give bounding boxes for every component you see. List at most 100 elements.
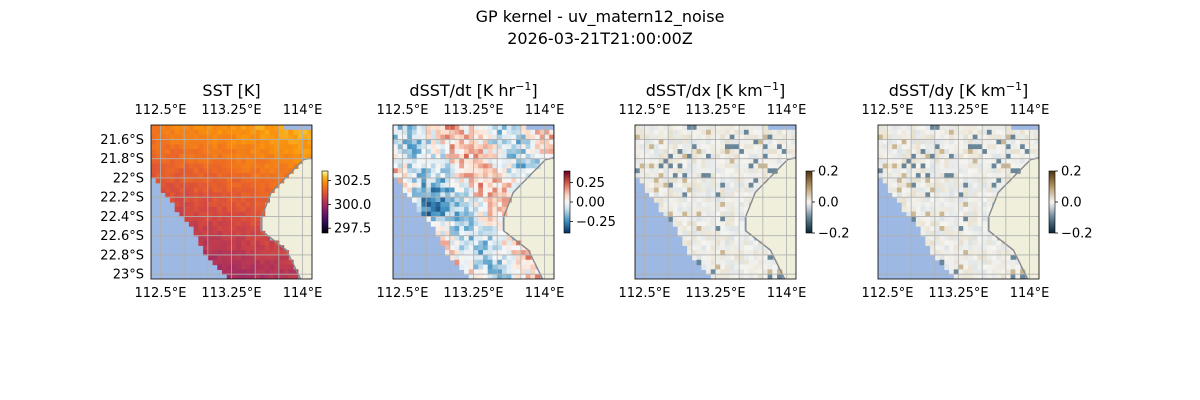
data-cell [777,144,783,150]
data-cell [748,250,754,256]
data-cell [468,158,475,165]
data-cell [222,202,228,208]
data-cell [231,264,237,270]
data-cell [635,139,641,145]
data-cell [953,235,960,242]
data-cell [944,202,950,208]
data-cell [972,173,979,179]
data-cell [944,250,950,256]
data-cell [715,163,721,169]
data-cell [710,235,717,242]
data-cell [264,129,270,136]
data-cell [416,192,423,198]
data-cell [278,129,285,136]
data-cell [245,139,252,145]
data-cell [411,134,418,141]
data-cell [445,158,451,165]
data-cell [278,158,285,165]
data-cell [397,129,404,136]
data-cell [482,254,489,261]
data-cell [179,192,185,198]
data-cell [482,206,489,213]
data-cell [226,221,233,227]
data-cell [958,264,964,270]
data-cell [468,173,475,179]
data-cell [520,245,527,251]
data-cell [421,153,427,160]
data-cell [882,153,889,160]
data-cell [482,202,489,208]
data-cell [958,134,964,141]
data-cell [967,230,974,237]
data-cell [516,254,522,261]
data-cell [715,230,721,237]
data-cell [497,129,503,136]
data-cell [402,177,408,184]
data-cell [996,269,1002,275]
data-cell [729,226,736,232]
data-cell [506,187,512,193]
data-cell [501,177,508,184]
data-cell [174,197,181,203]
data-cell [911,187,917,193]
data-cell [506,158,512,165]
subplot-sst: SST [K]112.5°E112.5°E113.25°E113.25°E114… [100,81,371,301]
data-cell [972,221,979,227]
data-cell [729,134,736,141]
data-cell [748,173,754,179]
data-cell [982,274,988,279]
data-cell [720,235,726,242]
data-cell [245,134,252,141]
data-cell [706,168,712,174]
data-cell [753,274,759,279]
data-cell [677,202,683,208]
data-cell [283,139,289,145]
data-cell [188,182,195,189]
data-cell [416,139,423,145]
data-cell [982,221,988,227]
data-cell [411,197,418,203]
map-area [635,125,796,279]
data-cell [245,230,252,237]
data-cell [715,173,721,179]
data-cell [516,177,522,184]
data-cell [939,187,945,193]
data-cell [958,274,964,279]
data-cell [635,149,641,155]
data-cell [217,177,223,184]
data-cell [440,163,446,169]
data-cell [212,202,218,208]
data-cell [934,158,941,165]
data-cell [729,129,736,136]
data-cell [696,139,702,145]
data-cell [701,226,707,232]
data-cell [953,158,960,165]
data-cell [911,173,917,179]
data-cell [188,134,195,141]
data-cell [672,187,679,193]
data-cell [720,259,726,266]
data-cell [986,206,993,213]
data-cell [226,264,233,270]
data-cell [212,163,218,169]
data-cell [753,264,759,270]
data-cell [283,163,289,169]
data-cell [639,177,646,184]
data-cell [549,139,554,145]
data-cell [487,226,494,232]
data-cell [274,158,280,165]
data-cell [416,202,423,208]
data-cell [207,173,214,179]
data-cell [739,187,745,193]
data-cell [949,129,955,136]
data-cell [953,206,960,213]
data-cell [449,153,456,160]
data-cell [1015,264,1021,270]
data-cell [430,134,437,141]
data-cell [151,134,157,141]
data-cell [996,177,1002,184]
data-cell [668,192,674,198]
data-cell [478,187,484,193]
data-cell [920,149,926,155]
data-cell [506,240,512,246]
